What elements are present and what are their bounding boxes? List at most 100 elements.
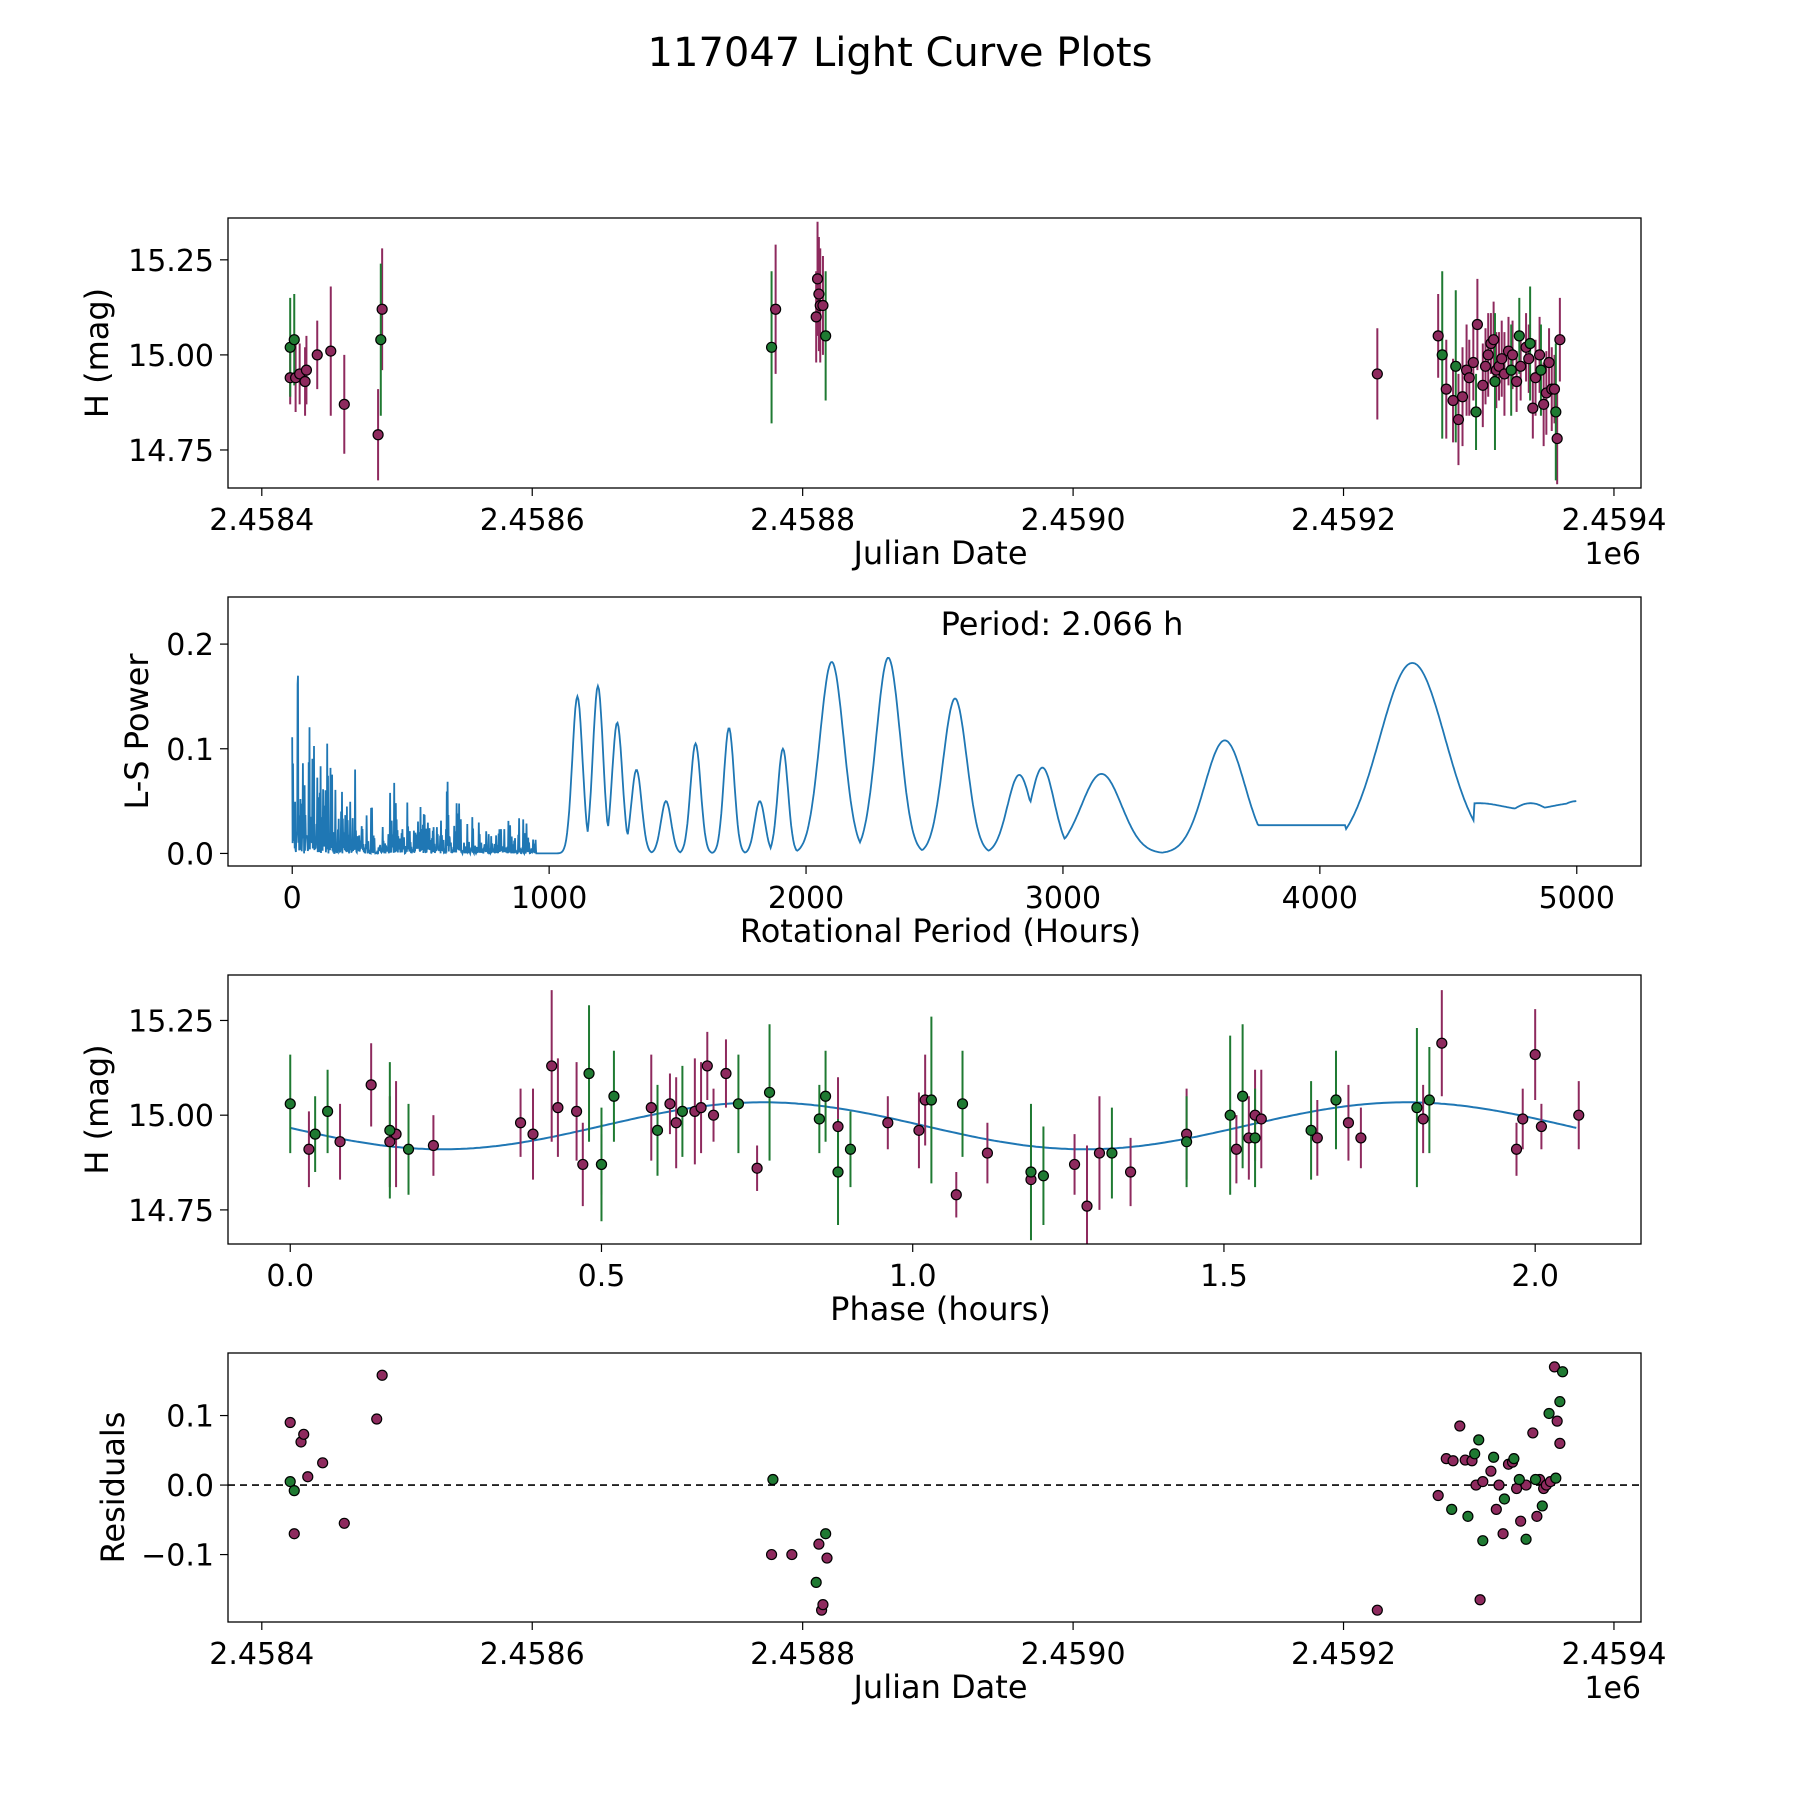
data-point-magenta (1477, 1475, 1489, 1488)
data-point-magenta (645, 1102, 657, 1114)
data-point-magenta (427, 1139, 440, 1152)
data-point-green (1550, 1472, 1562, 1484)
data-point-magenta (338, 398, 350, 410)
data-point-magenta (695, 1102, 707, 1114)
data-point-green (1520, 1533, 1532, 1545)
data-point-magenta (1477, 379, 1489, 391)
data-point-magenta (514, 1117, 527, 1129)
data-point-green (819, 1090, 832, 1102)
data-point-magenta (303, 1143, 315, 1155)
data-point-magenta (1447, 394, 1459, 407)
data-point-green (1508, 1453, 1520, 1465)
data-point-magenta (1068, 1158, 1081, 1171)
y-axis-label: Residuals (94, 1412, 132, 1564)
x-tick-label: 2000 (768, 881, 844, 916)
data-point-green (651, 1124, 664, 1136)
data-point-magenta (1529, 372, 1542, 384)
data-point-green (1469, 1448, 1481, 1460)
x-tick-label: 0 (283, 881, 302, 916)
panel-phased: 0.0 0.5 1.0 1.5 2.0 14.75 15.00 15.25 Phase (hou… (78, 974, 1642, 1328)
data-point-green (1524, 337, 1536, 350)
plot-area (291, 657, 1577, 857)
data-point-magenta (1467, 356, 1479, 369)
data-point-magenta (1485, 1465, 1497, 1477)
data-point-green (1305, 1124, 1317, 1136)
x-tick-label: 2.4590 (1021, 1637, 1126, 1672)
data-point-magenta (371, 1413, 383, 1425)
data-point-magenta (664, 1098, 676, 1110)
data-point-magenta (1515, 360, 1527, 372)
data-point-magenta (1527, 402, 1539, 414)
data-point-green (1513, 1473, 1525, 1486)
data-point-magenta (1474, 1594, 1486, 1606)
data-point-magenta (1093, 1147, 1106, 1159)
y-tick-label: 0.2 (166, 628, 214, 663)
data-point-green (284, 1098, 296, 1110)
data-point-magenta (751, 1162, 763, 1174)
data-point-magenta (786, 1548, 798, 1561)
data-point-green (608, 1090, 620, 1102)
data-point-green (820, 330, 832, 342)
data-point-green (1224, 1109, 1236, 1121)
data-point-magenta (981, 1147, 994, 1159)
data-point-magenta (1452, 413, 1465, 426)
data-point-magenta (832, 1120, 844, 1133)
x-offset-text: 1e6 (1584, 537, 1641, 572)
data-point-magenta (1510, 1143, 1523, 1155)
data-point-green (844, 1143, 857, 1155)
plot-area (284, 990, 1585, 1244)
data-point-magenta (1535, 1120, 1548, 1133)
data-point-green (384, 1124, 396, 1136)
data-point-magenta (1490, 1503, 1502, 1515)
data-point-magenta (288, 1528, 300, 1540)
y-tick-label: 14.75 (128, 1194, 214, 1229)
data-point-magenta (1529, 1048, 1541, 1061)
y-tick-label: 0.0 (166, 837, 214, 872)
panel-lightcurve: 2.4584 2.4586 2.4588 2.4590 2.4592 2.4594 14.7… (78, 217, 1666, 572)
data-point-magenta (299, 375, 311, 388)
data-point-magenta (1511, 375, 1523, 388)
data-point-magenta (1554, 1437, 1566, 1449)
data-point-green (321, 1105, 334, 1117)
data-point-green (925, 1094, 937, 1106)
y-tick-label: 15.00 (128, 339, 214, 374)
data-point-magenta (1417, 1113, 1429, 1125)
data-point-magenta (1255, 1113, 1267, 1125)
plot-area (228, 1361, 1641, 1616)
x-tick-label: 2.4584 (209, 1637, 314, 1672)
data-point-magenta (1456, 391, 1469, 403)
data-point-magenta (817, 1599, 829, 1611)
data-point-magenta (1436, 1037, 1448, 1049)
data-point-magenta (1551, 432, 1563, 445)
axes-frame (227, 974, 1642, 1245)
data-point-green (1529, 1473, 1542, 1486)
data-point-green (732, 1098, 745, 1110)
data-point-magenta (670, 1117, 682, 1129)
data-point-magenta (1515, 1515, 1527, 1527)
y-tick-label: 15.25 (128, 1004, 214, 1039)
x-offset-text: 1e6 (1584, 1671, 1641, 1706)
data-point-magenta (1527, 1427, 1539, 1439)
data-point-green (402, 1143, 415, 1155)
x-tick-label: 2.4586 (480, 503, 585, 538)
data-point-magenta (821, 1552, 833, 1564)
y-axis-label: L-S Power (118, 653, 156, 810)
data-point-magenta (546, 1060, 558, 1072)
data-point-magenta (334, 1136, 346, 1148)
data-point-green (1411, 1102, 1423, 1114)
data-point-green (1489, 375, 1501, 388)
data-point-magenta (527, 1128, 539, 1140)
data-point-green (595, 1158, 608, 1171)
data-point-magenta (1230, 1143, 1242, 1155)
data-point-magenta (1497, 1528, 1509, 1540)
x-tick-label: 5000 (1539, 881, 1615, 916)
data-point-green (1498, 1493, 1511, 1505)
x-tick-label: 0.5 (578, 1259, 626, 1294)
data-point-green (676, 1105, 689, 1117)
data-point-green (288, 334, 300, 346)
data-point-green (1037, 1170, 1050, 1182)
data-point-green (832, 1166, 844, 1178)
data-point-magenta (1447, 1455, 1459, 1467)
x-tick-label: 1.5 (1200, 1259, 1248, 1294)
data-point-magenta (720, 1067, 732, 1080)
